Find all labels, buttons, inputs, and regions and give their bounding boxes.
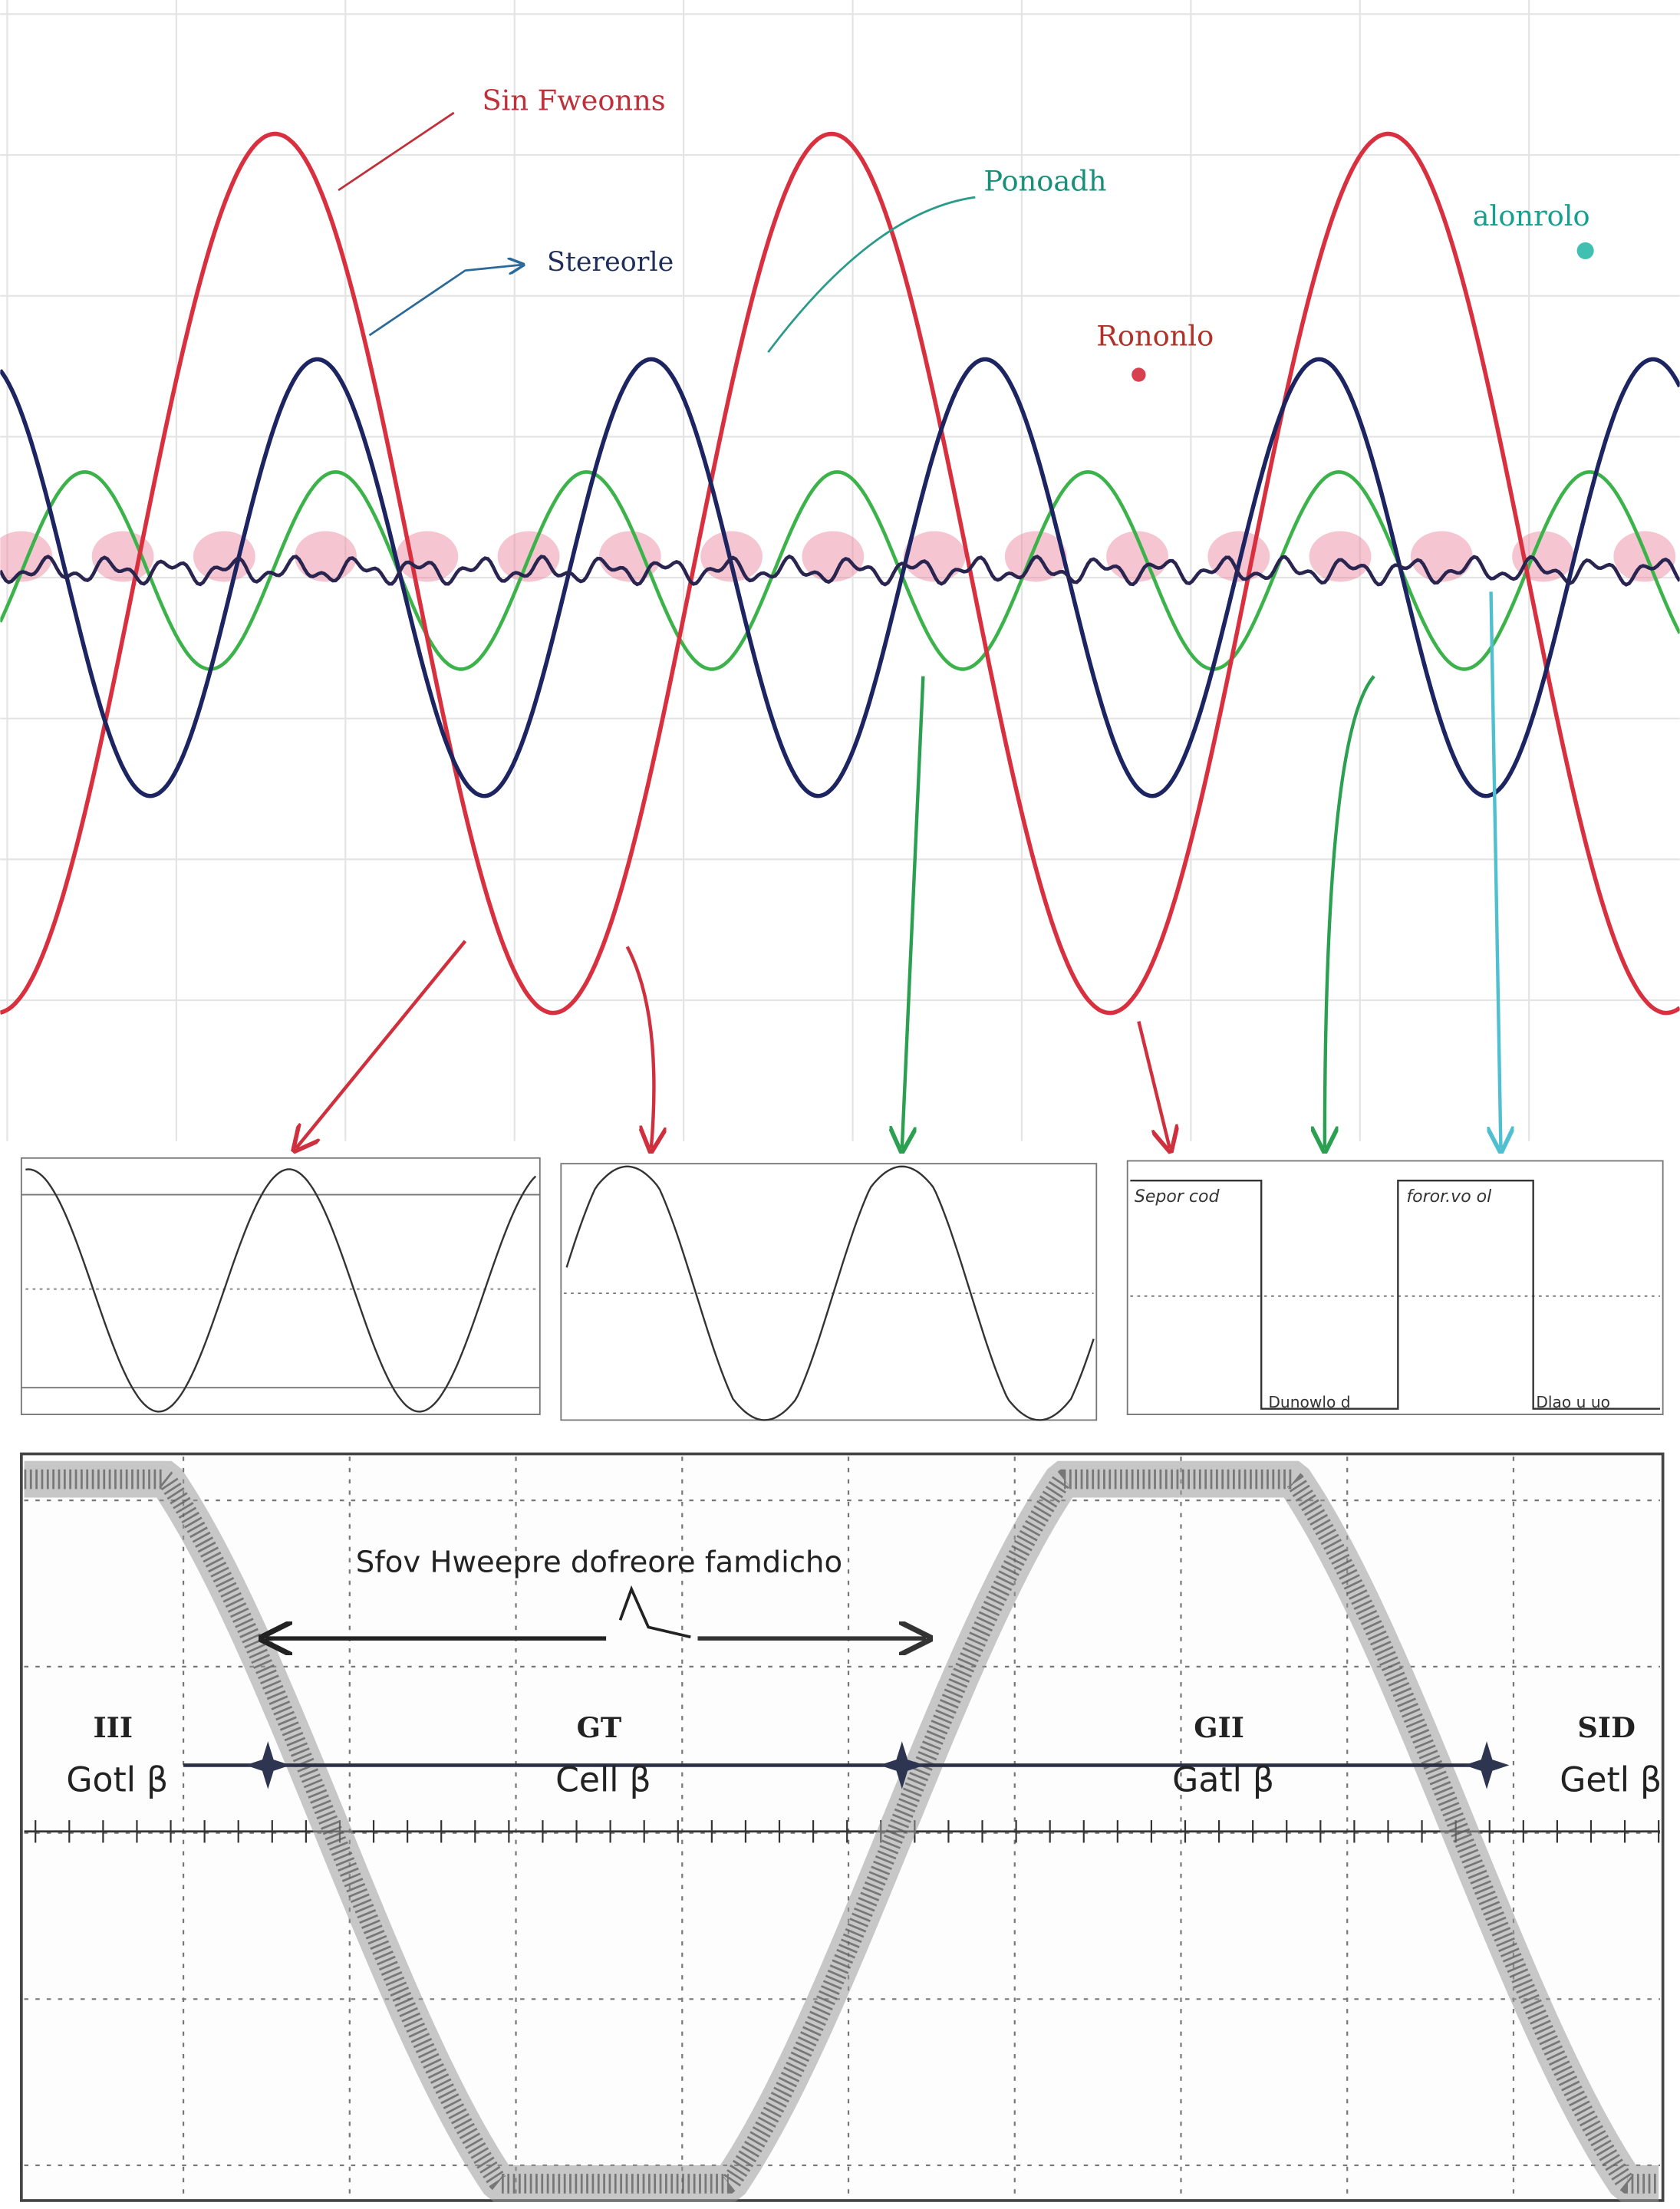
leader xyxy=(767,196,976,354)
blob xyxy=(802,531,865,582)
dot xyxy=(1132,367,1146,382)
annotation: Sin Fweonns xyxy=(482,84,665,117)
annotation: Ponoadh xyxy=(983,164,1106,197)
scope-frame xyxy=(20,1452,1665,2202)
panels: Sepor cod foror.vo ol Dunowlo d Dlao u u… xyxy=(20,1157,1664,1421)
cell-label: Gotl β xyxy=(66,1760,168,1799)
panel-frame xyxy=(1126,1160,1664,1415)
panel-label: Sepor cod xyxy=(1135,1187,1220,1207)
drop-arrows xyxy=(296,591,1500,1148)
top-grid xyxy=(0,0,1680,1141)
waveforms xyxy=(0,131,1680,1016)
leader xyxy=(368,265,522,337)
annotation: alonrolo xyxy=(1473,199,1590,232)
leader xyxy=(338,111,455,192)
scope-title: Sfov Hweepre dofreore famdicho xyxy=(356,1545,842,1579)
blob xyxy=(903,531,966,582)
cell-label: Getl β xyxy=(1560,1760,1662,1799)
star-marker xyxy=(879,1741,925,1789)
cell-tag: GII xyxy=(1194,1711,1244,1744)
star-marker xyxy=(245,1741,291,1789)
star-marker xyxy=(1464,1741,1510,1789)
blob xyxy=(1410,531,1473,582)
cell-tag: SID xyxy=(1577,1711,1636,1744)
dot xyxy=(1576,242,1594,259)
panel-frame xyxy=(560,1163,1098,1421)
cell-label: Cell β xyxy=(555,1760,651,1799)
panel-wave xyxy=(25,1168,537,1413)
blob xyxy=(193,531,255,582)
panel-wave xyxy=(1130,1179,1660,1410)
panel-wave xyxy=(565,1165,1095,1421)
annotation: Stereorle xyxy=(547,247,674,278)
noise xyxy=(0,554,1680,587)
annotations: Sin Fweonns Stereorle Ponoadh Rononlo al… xyxy=(338,84,1594,382)
scope-annotations: Sfov Hweepre dofreore famdicho III Gotl β… xyxy=(66,1545,1662,1799)
cell-tag: GT xyxy=(577,1711,622,1744)
cell-tag: III xyxy=(93,1711,133,1744)
scope-wave xyxy=(24,1460,1659,2202)
scope-band xyxy=(24,1469,1659,2194)
red-wave xyxy=(0,131,1680,1016)
blob xyxy=(1613,531,1676,582)
annotation: Rononlo xyxy=(1096,319,1214,352)
blob xyxy=(1309,531,1372,582)
panel-label: foror.vo ol xyxy=(1406,1187,1492,1207)
panel-frame xyxy=(20,1157,541,1415)
cell-label: Gatl β xyxy=(1172,1760,1274,1799)
